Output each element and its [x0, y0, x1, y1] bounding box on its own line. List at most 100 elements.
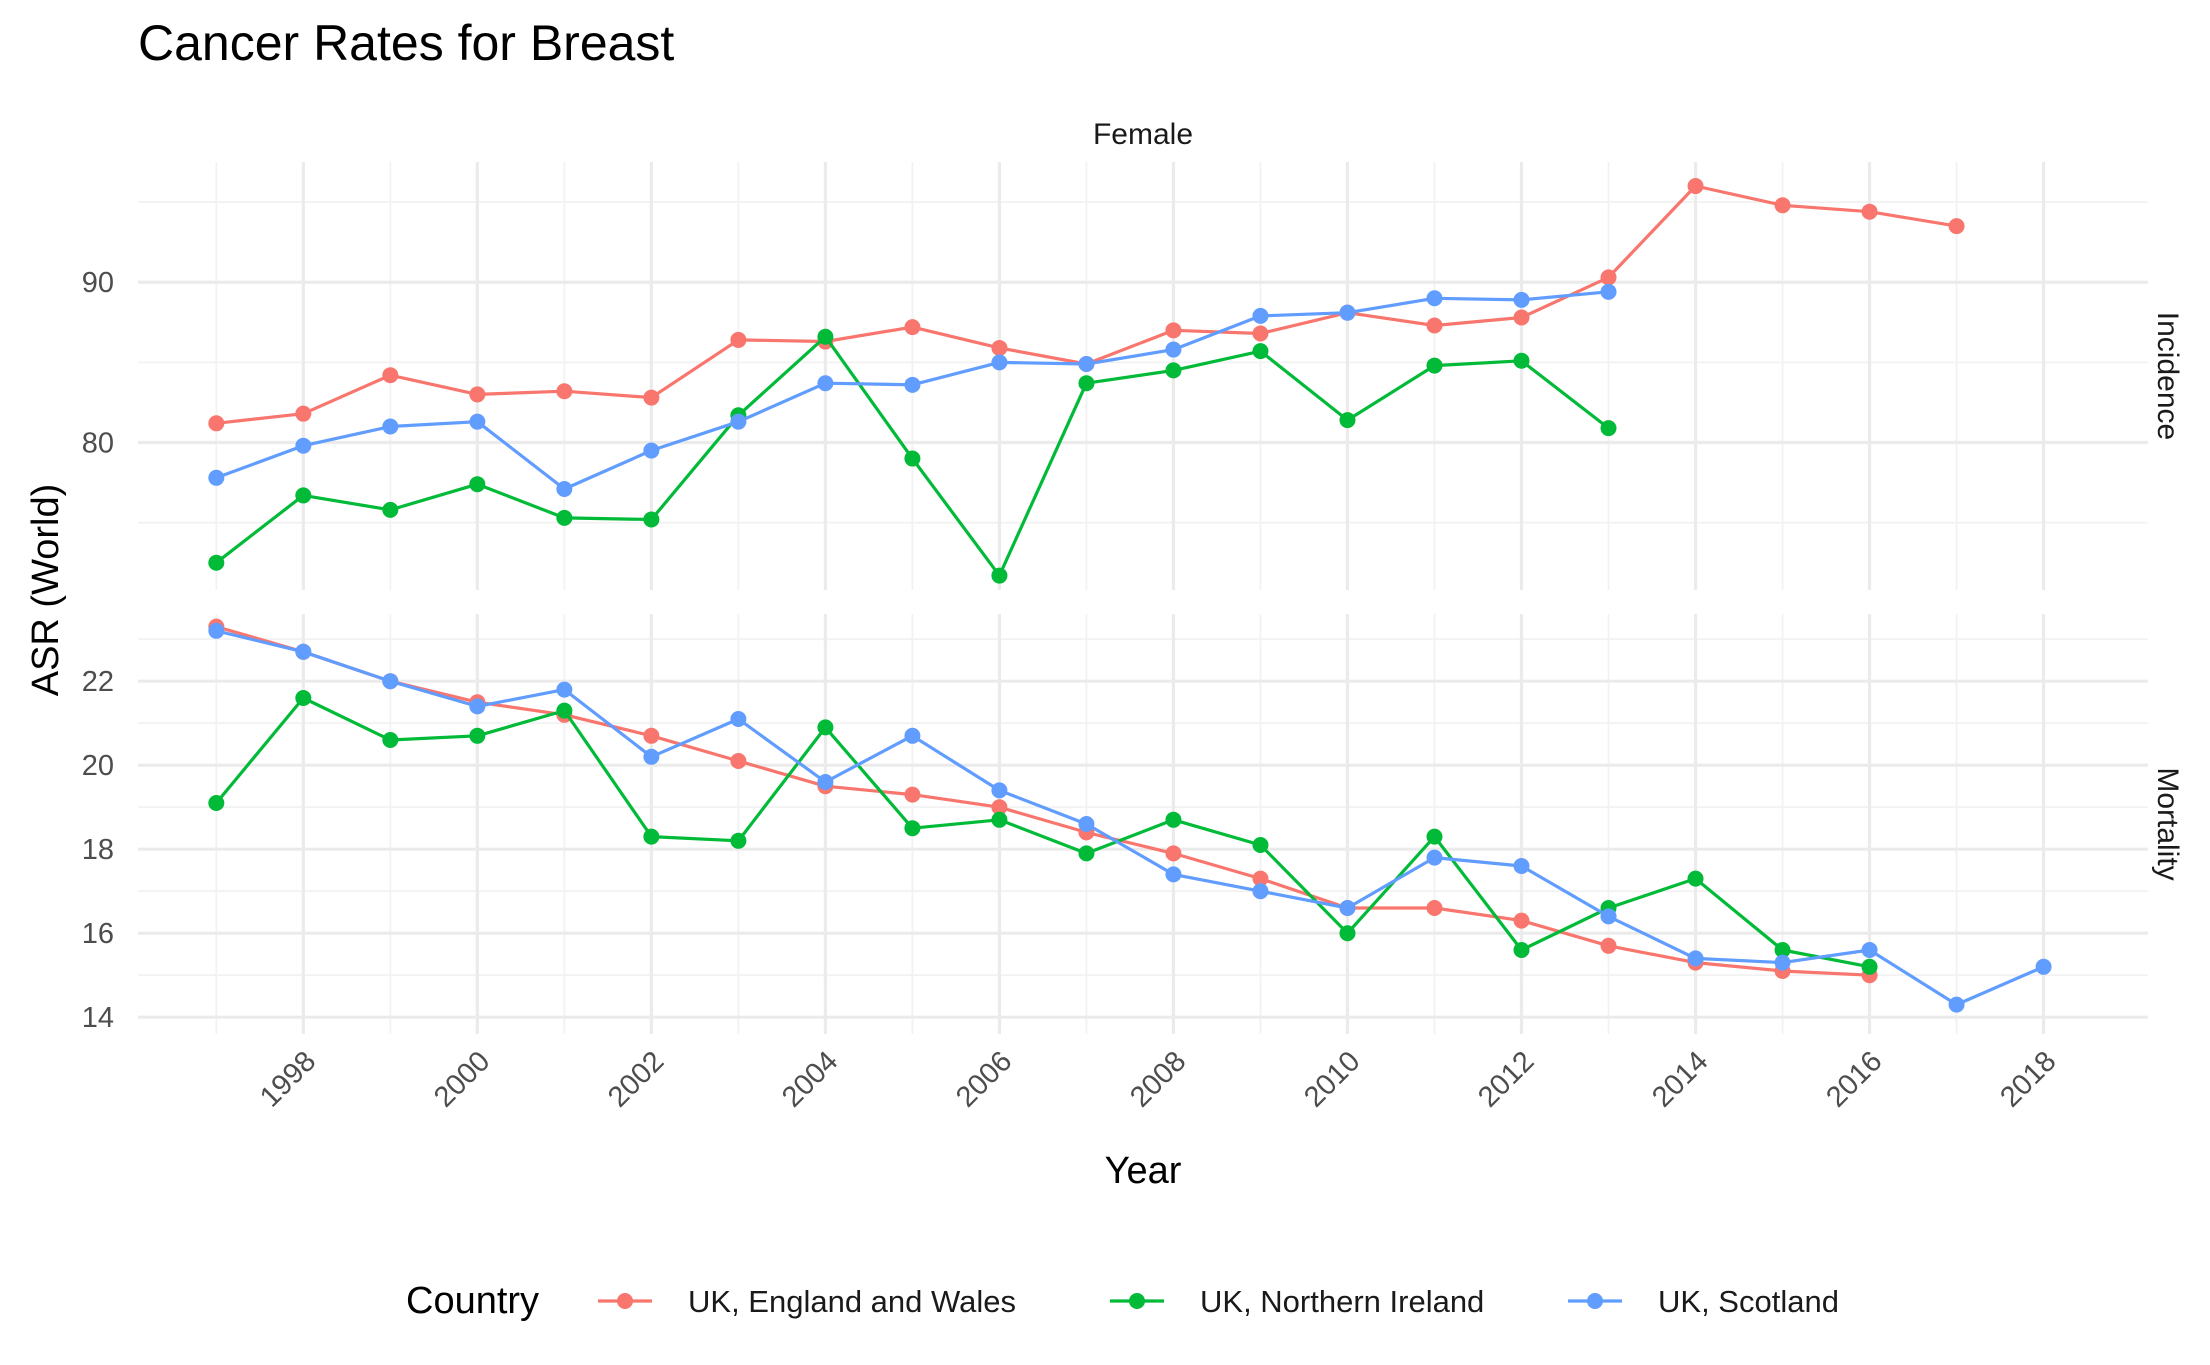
data-point [556, 509, 573, 526]
data-point [904, 786, 921, 803]
data-point [1513, 942, 1530, 958]
data-point [817, 719, 834, 736]
data-point [382, 367, 399, 384]
data-point [1252, 343, 1269, 360]
data-point [1426, 290, 1443, 307]
data-point [991, 567, 1008, 584]
data-point [382, 732, 399, 748]
data-point [1165, 322, 1182, 339]
data-point [1252, 883, 1269, 900]
data-point [1513, 309, 1530, 326]
data-point [469, 476, 486, 493]
x-axis-title: Year [1105, 1150, 1182, 1192]
y-tick-label: 80 [82, 428, 114, 460]
y-axis-title: ASR (World) [25, 484, 67, 697]
legend-label: UK, Northern Ireland [1200, 1284, 1484, 1319]
series-line [215, 629, 2045, 1007]
data-point [1600, 908, 1617, 925]
data-point [1687, 178, 1704, 195]
plot-panels: 80 90 Incidence 14 16 18 20 22 Mortality 1998 2000… [82, 162, 2184, 1114]
data-point [643, 727, 660, 744]
y-tick-label: 20 [82, 750, 114, 782]
x-tick-label: 2014 [1646, 1045, 1714, 1113]
facet-strip-label: Female [1093, 118, 1193, 151]
data-point [991, 354, 1008, 371]
data-point [1600, 937, 1617, 954]
data-point [469, 727, 486, 744]
data-point [1426, 849, 1443, 866]
data-point [1600, 283, 1617, 300]
data-point [1078, 845, 1095, 862]
data-point [817, 375, 834, 392]
x-tick-label: 2002 [602, 1045, 670, 1113]
data-point [1774, 942, 1791, 958]
data-point [1948, 218, 1965, 235]
x-tick-label: 2010 [1298, 1045, 1366, 1113]
data-point [1252, 837, 1269, 853]
data-point [904, 319, 921, 336]
data-point [382, 501, 399, 518]
data-point [1600, 420, 1617, 437]
data-point [730, 331, 747, 348]
y-tick-label: 16 [82, 918, 114, 950]
data-point [208, 469, 225, 486]
data-point [730, 753, 747, 769]
panel-incidence: 80 90 Incidence [82, 162, 2184, 590]
data-point [991, 339, 1008, 356]
series-line [215, 696, 1870, 969]
data-point [1687, 870, 1704, 887]
x-tick-label: 2018 [1994, 1045, 2062, 1113]
data-point [1426, 828, 1443, 845]
data-point [904, 727, 921, 744]
data-point [1600, 269, 1617, 286]
data-point [295, 487, 312, 504]
data-point [904, 820, 921, 837]
data-point [208, 554, 225, 571]
data-point [817, 328, 834, 345]
data-point [730, 711, 747, 727]
data-point [1078, 375, 1095, 392]
data-point [295, 405, 312, 422]
data-point [1078, 816, 1095, 832]
data-point [556, 702, 573, 719]
data-point [1426, 900, 1443, 916]
data-point [556, 481, 573, 498]
y-tick-label: 14 [82, 1002, 114, 1034]
x-tick-label: 2004 [776, 1045, 844, 1113]
data-point [208, 415, 225, 432]
x-tick-label: 2006 [950, 1045, 1018, 1113]
data-point [1948, 996, 1965, 1013]
x-tick-label: 2012 [1472, 1045, 1540, 1113]
data-point [556, 383, 573, 400]
data-point [1861, 958, 1878, 975]
data-point [382, 673, 399, 690]
data-point [643, 511, 660, 528]
data-point [1339, 304, 1356, 321]
data-point [1339, 925, 1356, 942]
data-point [904, 450, 921, 467]
data-point [1687, 950, 1704, 967]
legend-item: UK, Northern Ireland [1110, 1284, 1484, 1319]
data-point [1339, 412, 1356, 429]
data-point [1513, 352, 1530, 369]
panel-mortality: 14 16 18 20 22 Mortality [82, 614, 2184, 1034]
data-point [469, 386, 486, 403]
data-point [643, 442, 660, 459]
data-point [1252, 870, 1269, 887]
data-point [1774, 954, 1791, 971]
data-point [1426, 317, 1443, 334]
facet-row-label: Mortality [2151, 767, 2184, 880]
legend-title: Country [406, 1280, 539, 1322]
x-tick-label: 2016 [1820, 1045, 1888, 1113]
data-point [904, 376, 921, 393]
data-point [382, 418, 399, 435]
data-point [1861, 203, 1878, 220]
x-tick-label: 2000 [428, 1045, 496, 1113]
legend-label: UK, Scotland [1658, 1284, 1839, 1319]
data-point [991, 782, 1008, 799]
y-tick-label: 22 [82, 666, 114, 698]
data-point [469, 698, 486, 715]
data-point [1861, 942, 1878, 958]
data-point [1252, 307, 1269, 324]
